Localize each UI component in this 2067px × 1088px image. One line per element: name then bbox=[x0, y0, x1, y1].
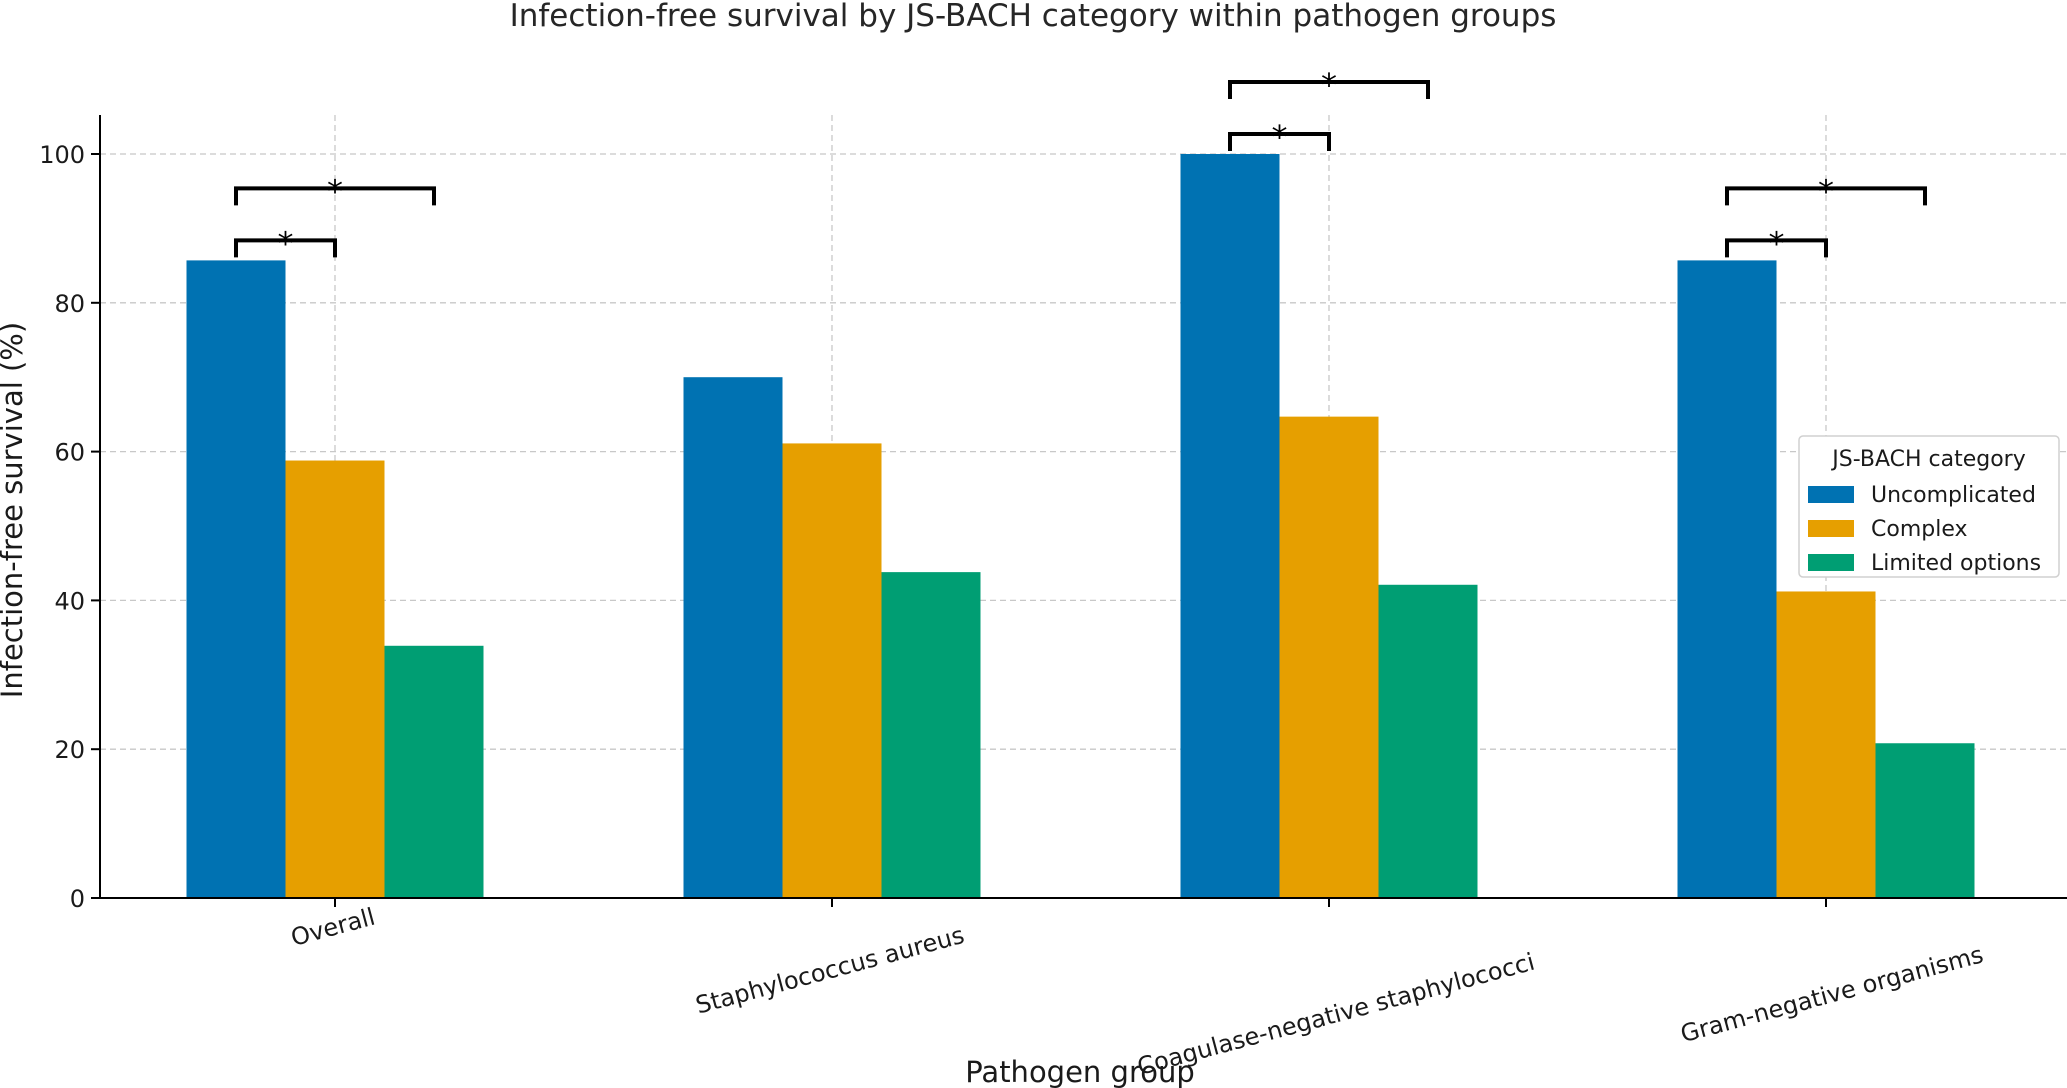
bar-uncomplicated-0 bbox=[186, 260, 286, 899]
y-tick-label-40: 40 bbox=[54, 587, 85, 615]
y-tick-label-0: 0 bbox=[70, 885, 85, 913]
x-tick-label-0: Overall bbox=[288, 903, 378, 952]
chart-title: Infection-free survival by JS-BACH categ… bbox=[510, 0, 1557, 34]
y-tick-label-80: 80 bbox=[54, 290, 85, 318]
significance-layer: * * * * * * bbox=[234, 66, 1927, 262]
x-axis-label: Pathogen group bbox=[965, 1055, 1195, 1088]
bar-layer bbox=[186, 154, 1975, 899]
legend: JS-BACH category Uncomplicated Complex Limi… bbox=[1798, 435, 2060, 578]
significance-bracket-2-1 bbox=[1228, 80, 1430, 99]
significance-star-3-0: * bbox=[1769, 224, 1785, 262]
significance-star-0-1: * bbox=[327, 172, 343, 210]
y-axis-label: Infection-free survival (%) bbox=[0, 322, 29, 698]
bar-uncomplicated-2 bbox=[1180, 154, 1280, 898]
legend-label-0: Uncomplicated bbox=[1871, 483, 2036, 508]
legend-swatch-2 bbox=[1808, 554, 1854, 571]
legend-label-1: Complex bbox=[1871, 517, 1968, 542]
significance-bracket-0-0 bbox=[234, 238, 337, 258]
bar-complex-1 bbox=[782, 443, 882, 898]
bar-limited-options-3 bbox=[1875, 743, 1975, 898]
bar-complex-3 bbox=[1776, 591, 1876, 898]
bar-limited-options-2 bbox=[1378, 584, 1478, 898]
y-tick-label-60: 60 bbox=[54, 439, 85, 467]
x-tick-label-3: Gram-negative organisms bbox=[1678, 940, 1987, 1048]
significance-bracket-3-1 bbox=[1725, 186, 1927, 206]
significance-bracket-3-0 bbox=[1725, 238, 1828, 258]
bar-limited-options-1 bbox=[881, 572, 981, 898]
bar-complex-0 bbox=[285, 460, 385, 898]
significance-star-0-0: * bbox=[278, 224, 294, 262]
legend-label-2: Limited options bbox=[1871, 551, 2041, 576]
y-tick-label-20: 20 bbox=[54, 736, 85, 764]
significance-star-3-1: * bbox=[1818, 172, 1834, 210]
legend-swatch-1 bbox=[1808, 520, 1854, 537]
legend-title: JS-BACH category bbox=[1830, 447, 2026, 472]
legend-box bbox=[1798, 435, 2060, 578]
y-tick-label-100: 100 bbox=[39, 141, 85, 169]
significance-bracket-0-1 bbox=[234, 186, 436, 206]
significance-bracket-2-0 bbox=[1228, 132, 1331, 151]
significance-star-2-0: * bbox=[1272, 118, 1288, 156]
x-tick-label-1: Staphylococcus aureus bbox=[693, 921, 968, 1020]
bar-uncomplicated-3 bbox=[1677, 260, 1777, 899]
significance-star-2-1: * bbox=[1321, 66, 1337, 104]
bar-complex-2 bbox=[1279, 416, 1379, 898]
bar-limited-options-0 bbox=[384, 645, 484, 898]
bar-uncomplicated-1 bbox=[683, 377, 783, 898]
legend-swatch-0 bbox=[1808, 486, 1854, 503]
